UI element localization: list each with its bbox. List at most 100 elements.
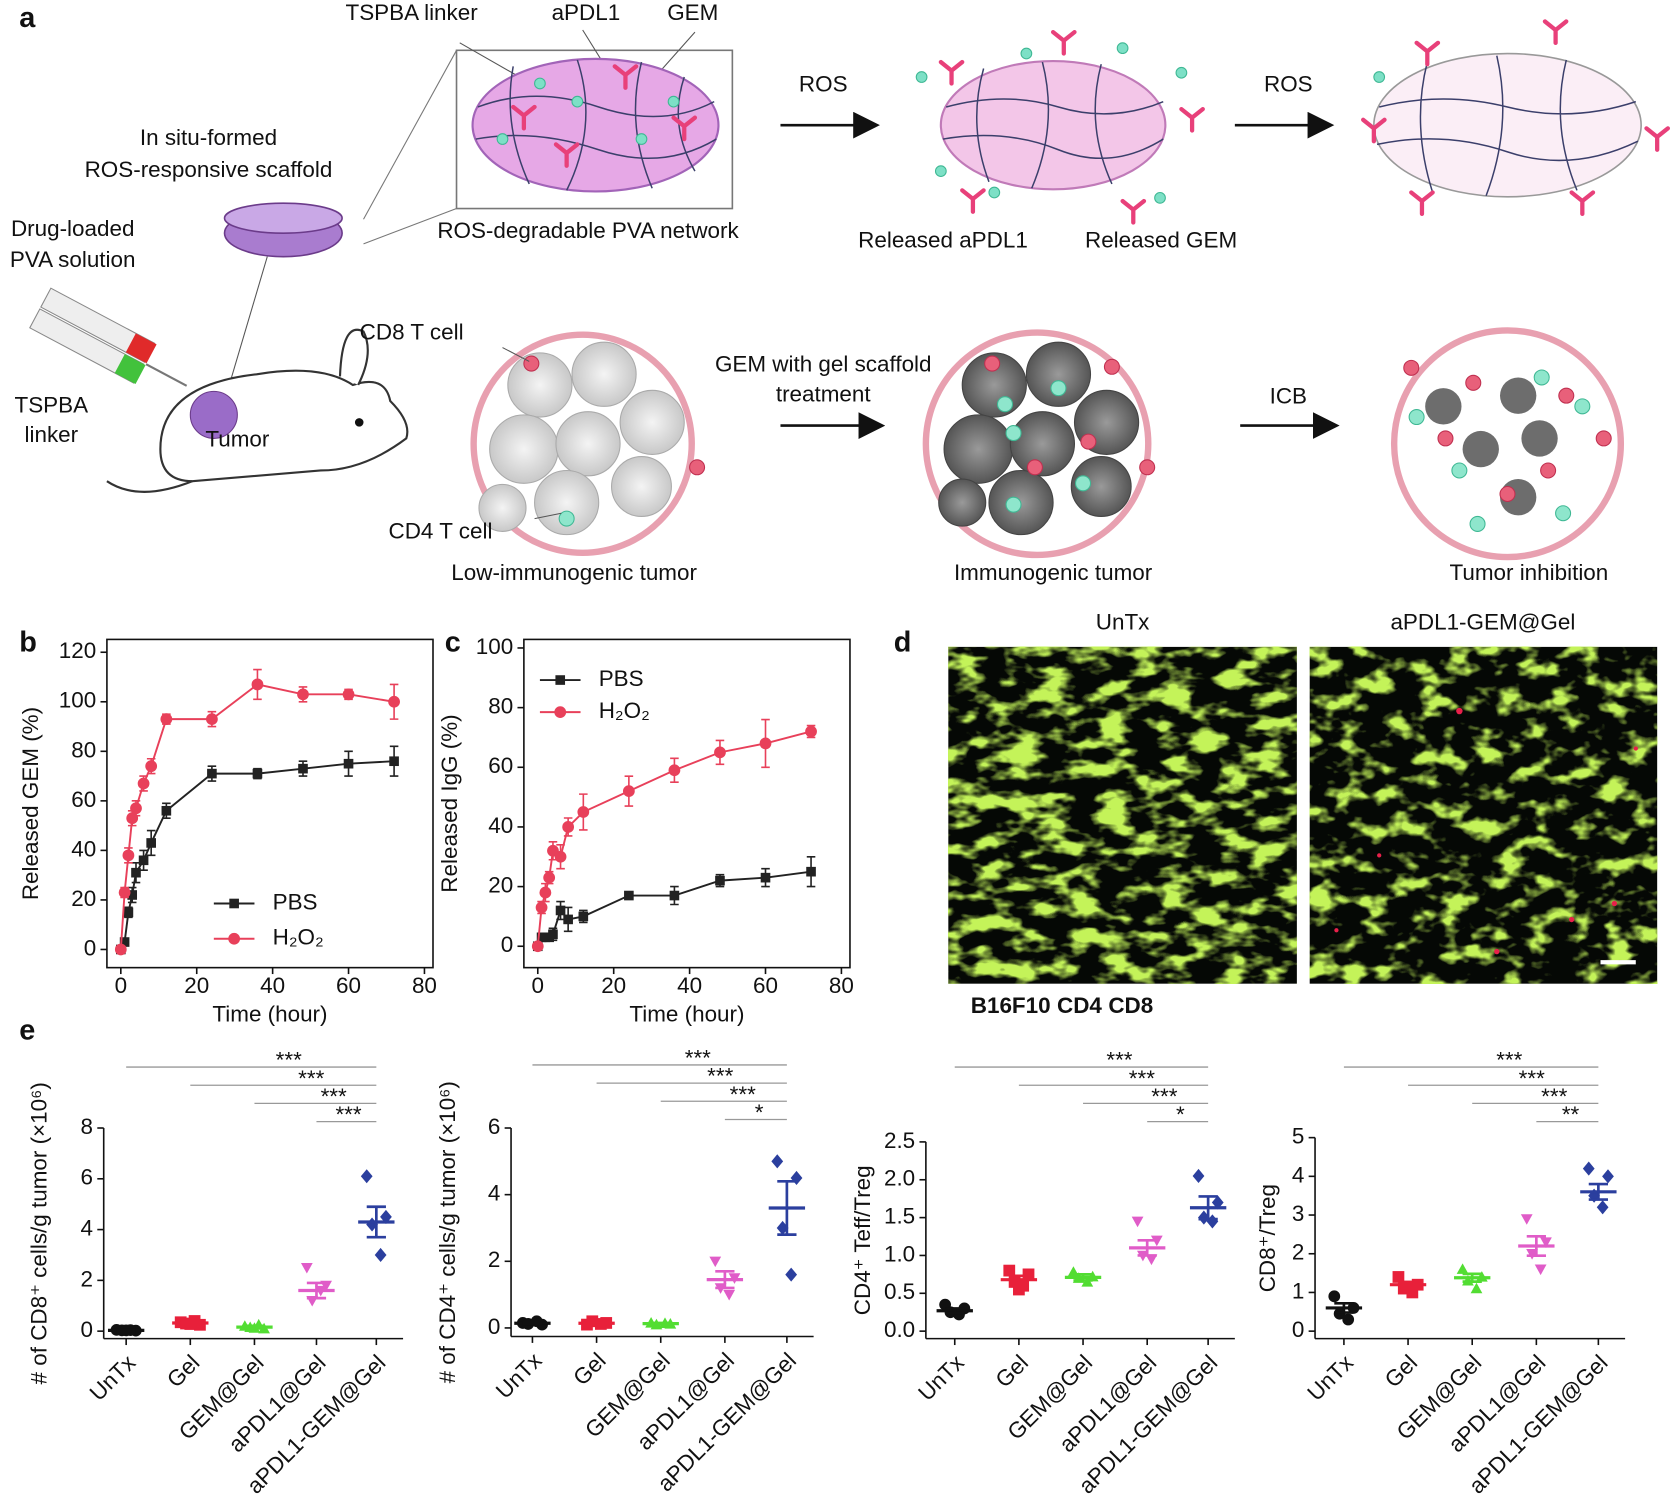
data-point (771, 1154, 784, 1169)
data-point (1470, 1282, 1483, 1294)
y-tick-label: 1 (1292, 1278, 1304, 1303)
data-point (709, 1256, 722, 1268)
data-point (805, 725, 817, 738)
label: TSPBA linker (346, 0, 479, 25)
sem-bar (306, 1281, 327, 1300)
data-point (539, 886, 552, 899)
data-point (714, 746, 726, 759)
x-tick-label: 80 (829, 973, 854, 998)
x-tick-label: 60 (753, 973, 778, 998)
sem-bar (1137, 1238, 1157, 1257)
y-tick-label: 8 (81, 1114, 93, 1139)
legend-marker (229, 898, 239, 909)
data-point (300, 1262, 313, 1274)
data-point (1008, 1276, 1021, 1288)
data-point (360, 1169, 373, 1184)
image-title: UnTx (1096, 609, 1150, 634)
data-point (388, 695, 400, 708)
significance-label: *** (321, 1084, 347, 1109)
x-tick-label: 60 (336, 973, 361, 998)
sem-bar (1198, 1195, 1218, 1221)
label: ROS-responsive scaffold (85, 157, 333, 182)
data-point (297, 688, 309, 701)
significance-label: *** (276, 1048, 302, 1073)
data-point (160, 713, 173, 725)
sem-bar (1334, 1301, 1354, 1314)
x-tick-label: UnTx (1302, 1350, 1358, 1406)
data-point (1602, 1169, 1614, 1184)
data-point (1392, 1271, 1405, 1283)
data-point (123, 907, 134, 918)
data-point (723, 1289, 736, 1301)
data-point (1145, 1254, 1158, 1266)
y-tick-label: 1.5 (884, 1204, 915, 1229)
y-tick-label: 40 (71, 836, 96, 861)
y-axis-label: # of CD4⁺ cells/g tumor (×10⁶) (435, 1081, 460, 1383)
sem-bar (586, 1320, 607, 1326)
label: Tumor (205, 426, 270, 451)
sem-bar (945, 1307, 965, 1315)
y-tick-label: 0 (1292, 1317, 1304, 1342)
data-point (760, 872, 771, 883)
plot-frame (523, 638, 851, 969)
data-point (622, 785, 635, 798)
sem-bar (116, 1328, 136, 1332)
data-point (715, 875, 725, 886)
legend-label: H₂O₂ (599, 698, 650, 723)
data-point (562, 821, 575, 833)
sem-bar (1462, 1272, 1482, 1283)
y-tick-label: 0.0 (884, 1317, 915, 1342)
data-point (138, 855, 149, 866)
diagram-labels: TSPBA linker aPDL1 GEM In situ-formed RO… (10, 0, 1608, 585)
x-tick-label: UnTx (913, 1350, 969, 1406)
label: CD8 T cell (360, 320, 464, 345)
y-tick-label: 2 (1292, 1240, 1304, 1265)
data-point (127, 890, 138, 900)
significance-label: * (1176, 1102, 1185, 1127)
data-point (119, 937, 130, 947)
legend-marker (554, 706, 567, 718)
label: ROS (1264, 72, 1313, 97)
data-point (1003, 1264, 1016, 1277)
x-tick-label: UnTx (85, 1350, 141, 1406)
data-point (122, 849, 135, 862)
y-tick-label: 80 (71, 737, 96, 762)
y-tick-label: 60 (488, 753, 513, 778)
significance-label: *** (1129, 1066, 1155, 1091)
panel-label: a (19, 2, 36, 34)
sem-bar (651, 1321, 671, 1326)
label: Low-immunogenic tumor (451, 560, 697, 585)
y-tick-label: 0 (501, 932, 513, 957)
x-tick-label: UnTx (491, 1348, 547, 1404)
y-axis-label: CD8⁺/Treg (1255, 1184, 1280, 1292)
y-tick-label: 60 (71, 787, 96, 812)
significance-label: *** (298, 1066, 324, 1091)
panel-label: e (19, 1014, 35, 1046)
y-tick-label: 2 (81, 1266, 93, 1291)
data-point (785, 1267, 798, 1282)
data-point (207, 768, 217, 779)
data-point (548, 929, 558, 940)
x-tick-label: 20 (601, 973, 626, 998)
label: Tumor inhibition (1449, 560, 1608, 585)
y-tick-label: 2.5 (884, 1128, 915, 1153)
x-axis-label: Time (hour) (212, 1002, 327, 1027)
data-point (251, 678, 264, 691)
data-point (1131, 1216, 1144, 1228)
y-tick-label: 20 (488, 873, 513, 898)
sem-bar (715, 1269, 735, 1290)
panel-label: b (19, 626, 37, 658)
label: aPDL1 (552, 0, 621, 25)
label: linker (25, 422, 79, 447)
label: Drug-loaded (11, 216, 134, 241)
data-point (145, 760, 158, 773)
data-point (759, 737, 772, 750)
data-point (114, 943, 127, 956)
significance-label: * (755, 1100, 764, 1125)
y-tick-label: 5 (1292, 1124, 1304, 1149)
x-tick-label: 40 (260, 973, 285, 998)
image-title: aPDL1-GEM@Gel (1390, 609, 1575, 634)
data-point (1582, 1161, 1595, 1176)
sem-bar (777, 1179, 797, 1236)
